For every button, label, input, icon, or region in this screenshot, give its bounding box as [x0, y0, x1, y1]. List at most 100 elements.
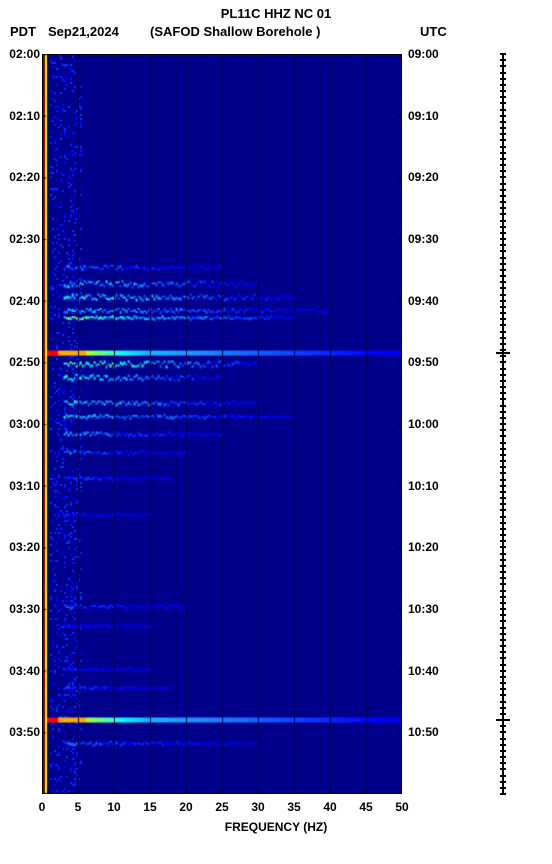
side-minor-tick: [500, 602, 506, 604]
side-minor-tick: [500, 448, 506, 450]
side-minor-tick: [500, 670, 506, 672]
side-minor-tick: [500, 220, 506, 222]
side-minor-tick: [500, 472, 506, 474]
utc-tick: 10:10: [408, 479, 458, 493]
side-minor-tick: [500, 392, 506, 394]
pdt-tick: 02:30: [0, 232, 40, 246]
x-tick: 40: [323, 800, 336, 814]
side-minor-tick: [500, 65, 506, 67]
side-minor-tick: [500, 442, 506, 444]
side-minor-tick: [500, 528, 506, 530]
side-minor-tick: [500, 694, 506, 696]
side-minor-tick: [500, 250, 506, 252]
side-minor-tick: [500, 318, 506, 320]
side-minor-tick: [500, 454, 506, 456]
side-minor-tick: [500, 491, 506, 493]
side-minor-tick: [500, 460, 506, 462]
utc-tick: 09:30: [408, 232, 458, 246]
pdt-label: PDT: [10, 24, 36, 39]
side-minor-tick: [500, 324, 506, 326]
side-minor-tick: [500, 269, 506, 271]
x-tick: 45: [359, 800, 372, 814]
side-minor-tick: [500, 201, 506, 203]
side-minor-tick: [500, 84, 506, 86]
utc-tick: 09:40: [408, 294, 458, 308]
spectrogram-canvas: [42, 54, 402, 794]
x-tick: 10: [107, 800, 120, 814]
side-minor-tick: [500, 713, 506, 715]
x-tick: 50: [395, 800, 408, 814]
pdt-tick: 03:20: [0, 540, 40, 554]
side-minor-tick: [500, 590, 506, 592]
side-minor-tick: [500, 121, 506, 123]
side-minor-tick: [500, 645, 506, 647]
side-minor-tick: [500, 232, 506, 234]
pdt-tick: 02:10: [0, 109, 40, 123]
side-minor-tick: [500, 386, 506, 388]
side-minor-tick: [500, 72, 506, 74]
side-minor-tick: [500, 639, 506, 641]
side-minor-tick: [500, 657, 506, 659]
side-minor-tick: [500, 627, 506, 629]
side-minor-tick: [500, 263, 506, 265]
side-minor-tick: [500, 596, 506, 598]
side-minor-tick: [500, 485, 506, 487]
spectrogram-plot: [42, 54, 402, 794]
utc-tick: 09:10: [408, 109, 458, 123]
side-minor-tick: [500, 516, 506, 518]
side-minor-tick: [500, 707, 506, 709]
side-minor-tick: [500, 429, 506, 431]
side-minor-tick: [500, 380, 506, 382]
side-minor-tick: [500, 583, 506, 585]
side-minor-tick: [500, 90, 506, 92]
side-minor-tick: [500, 368, 506, 370]
side-minor-tick: [500, 164, 506, 166]
side-minor-tick: [500, 78, 506, 80]
side-minor-tick: [500, 213, 506, 215]
side-minor-tick: [500, 553, 506, 555]
side-minor-tick: [500, 466, 506, 468]
pdt-tick: 02:00: [0, 47, 40, 61]
side-minor-tick: [500, 158, 506, 160]
station-name: (SAFOD Shallow Borehole ): [150, 24, 320, 39]
pdt-tick: 03:40: [0, 664, 40, 678]
side-minor-tick: [500, 281, 506, 283]
side-minor-tick: [500, 565, 506, 567]
side-minor-tick: [500, 146, 506, 148]
pdt-tick: 02:50: [0, 355, 40, 369]
side-minor-tick: [500, 275, 506, 277]
spectrogram-page: PL11C HHZ NC 01 PDT Sep21,2024 (SAFOD Sh…: [0, 0, 552, 864]
side-minor-tick: [500, 744, 506, 746]
side-minor-tick: [500, 725, 506, 727]
utc-label: UTC: [420, 24, 447, 39]
side-minor-tick: [500, 620, 506, 622]
side-minor-tick: [500, 183, 506, 185]
side-minor-tick: [500, 176, 506, 178]
pdt-tick: 03:50: [0, 725, 40, 739]
side-minor-tick: [500, 398, 506, 400]
x-tick: 25: [215, 800, 228, 814]
side-minor-tick: [500, 257, 506, 259]
side-minor-tick: [500, 207, 506, 209]
side-minor-tick: [500, 53, 506, 55]
utc-tick: 10:40: [408, 664, 458, 678]
side-minor-tick: [500, 750, 506, 752]
utc-tick: 10:20: [408, 540, 458, 554]
side-minor-tick: [500, 127, 506, 129]
side-minor-tick: [500, 676, 506, 678]
side-minor-tick: [500, 312, 506, 314]
side-minor-tick: [500, 534, 506, 536]
pdt-tick: 03:00: [0, 417, 40, 431]
utc-tick: 09:50: [408, 355, 458, 369]
pdt-tick: 03:10: [0, 479, 40, 493]
side-minor-tick: [500, 244, 506, 246]
side-minor-tick: [500, 787, 506, 789]
side-minor-tick: [500, 139, 506, 141]
side-minor-tick: [500, 405, 506, 407]
side-minor-tick: [500, 756, 506, 758]
pdt-tick: 02:20: [0, 170, 40, 184]
side-minor-tick: [500, 664, 506, 666]
side-minor-tick: [500, 540, 506, 542]
side-minor-tick: [500, 571, 506, 573]
side-minor-tick: [500, 96, 506, 98]
